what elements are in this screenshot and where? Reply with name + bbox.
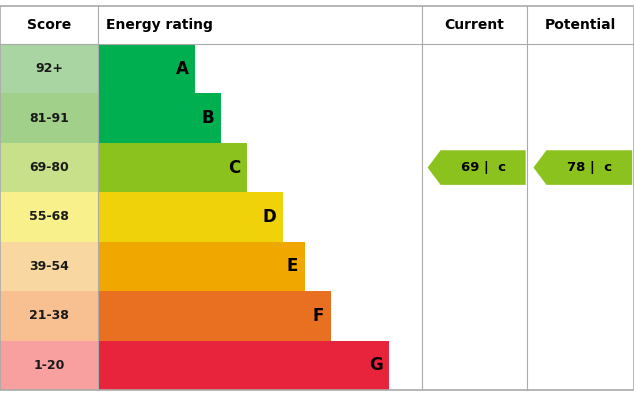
Text: Score: Score: [27, 18, 71, 32]
Text: 1-20: 1-20: [34, 359, 65, 372]
Polygon shape: [427, 150, 526, 185]
Bar: [0, 341, 98, 390]
Text: Current: Current: [444, 18, 505, 32]
Bar: [98, 341, 422, 390]
Text: 39-54: 39-54: [29, 260, 69, 273]
Bar: [0, 192, 98, 242]
Bar: [422, 341, 527, 390]
Bar: [422, 44, 527, 93]
Text: 69-80: 69-80: [29, 161, 69, 174]
Bar: [98, 291, 422, 341]
Bar: [0, 44, 98, 93]
Text: A: A: [176, 60, 189, 78]
Text: B: B: [202, 109, 214, 127]
Bar: [527, 192, 634, 242]
Text: 92+: 92+: [35, 62, 63, 75]
Bar: [98, 93, 422, 143]
Bar: [527, 341, 634, 390]
Text: D: D: [262, 208, 276, 226]
Bar: [527, 242, 634, 291]
Bar: [422, 143, 527, 192]
Bar: [98, 93, 221, 143]
Bar: [98, 44, 422, 93]
Text: Energy rating: Energy rating: [107, 18, 213, 32]
Bar: [422, 93, 527, 143]
Text: 78 |  c: 78 | c: [567, 161, 612, 174]
Bar: [0, 6, 634, 44]
Bar: [0, 143, 98, 192]
Text: 55-68: 55-68: [29, 211, 69, 223]
Bar: [98, 242, 422, 291]
Bar: [98, 242, 305, 291]
Text: 81-91: 81-91: [29, 112, 69, 125]
Bar: [422, 242, 527, 291]
Polygon shape: [533, 150, 632, 185]
Text: G: G: [370, 356, 383, 374]
Text: F: F: [313, 307, 324, 325]
Bar: [0, 93, 98, 143]
Bar: [527, 143, 634, 192]
Bar: [527, 44, 634, 93]
Bar: [98, 192, 422, 242]
Bar: [98, 291, 331, 341]
Text: C: C: [228, 158, 240, 177]
Bar: [98, 143, 422, 192]
Bar: [98, 192, 283, 242]
Bar: [98, 341, 389, 390]
Text: 69 |  c: 69 | c: [461, 161, 506, 174]
Bar: [0, 242, 98, 291]
Text: E: E: [287, 257, 298, 276]
Text: 21-38: 21-38: [29, 309, 69, 322]
Bar: [422, 192, 527, 242]
Bar: [98, 143, 247, 192]
Bar: [422, 291, 527, 341]
Bar: [98, 44, 195, 93]
Text: Potential: Potential: [545, 18, 616, 32]
Bar: [527, 93, 634, 143]
Bar: [527, 291, 634, 341]
Bar: [0, 291, 98, 341]
